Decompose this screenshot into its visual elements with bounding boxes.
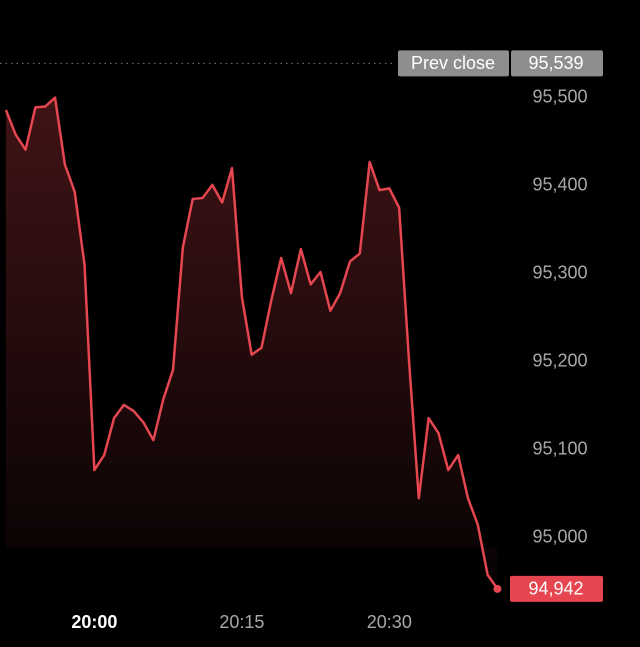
y-tick-label: 95,300 [532, 263, 587, 283]
price-line [4, 96, 499, 590]
prev-close-box [398, 50, 509, 77]
prev-close-value-box [511, 50, 603, 77]
prev-close-value: 95,539 [528, 53, 583, 73]
area-fill [5, 97, 498, 589]
x-tick-label: 20:30 [367, 612, 412, 632]
last-price-box [510, 575, 603, 602]
y-tick-label: 95,400 [532, 174, 587, 194]
y-tick-label: 95,200 [532, 351, 587, 371]
y-tick-label: 95,100 [532, 439, 587, 459]
x-tick-label: 20:15 [219, 612, 264, 632]
prev-close-label: Prev close [411, 53, 495, 73]
last-price-label: 94,942 [528, 579, 583, 599]
y-tick-label: 95,000 [532, 527, 587, 547]
y-tick-label: 95,500 [532, 86, 587, 106]
last-point [493, 584, 502, 593]
x-tick-label: 20:00 [71, 612, 117, 632]
